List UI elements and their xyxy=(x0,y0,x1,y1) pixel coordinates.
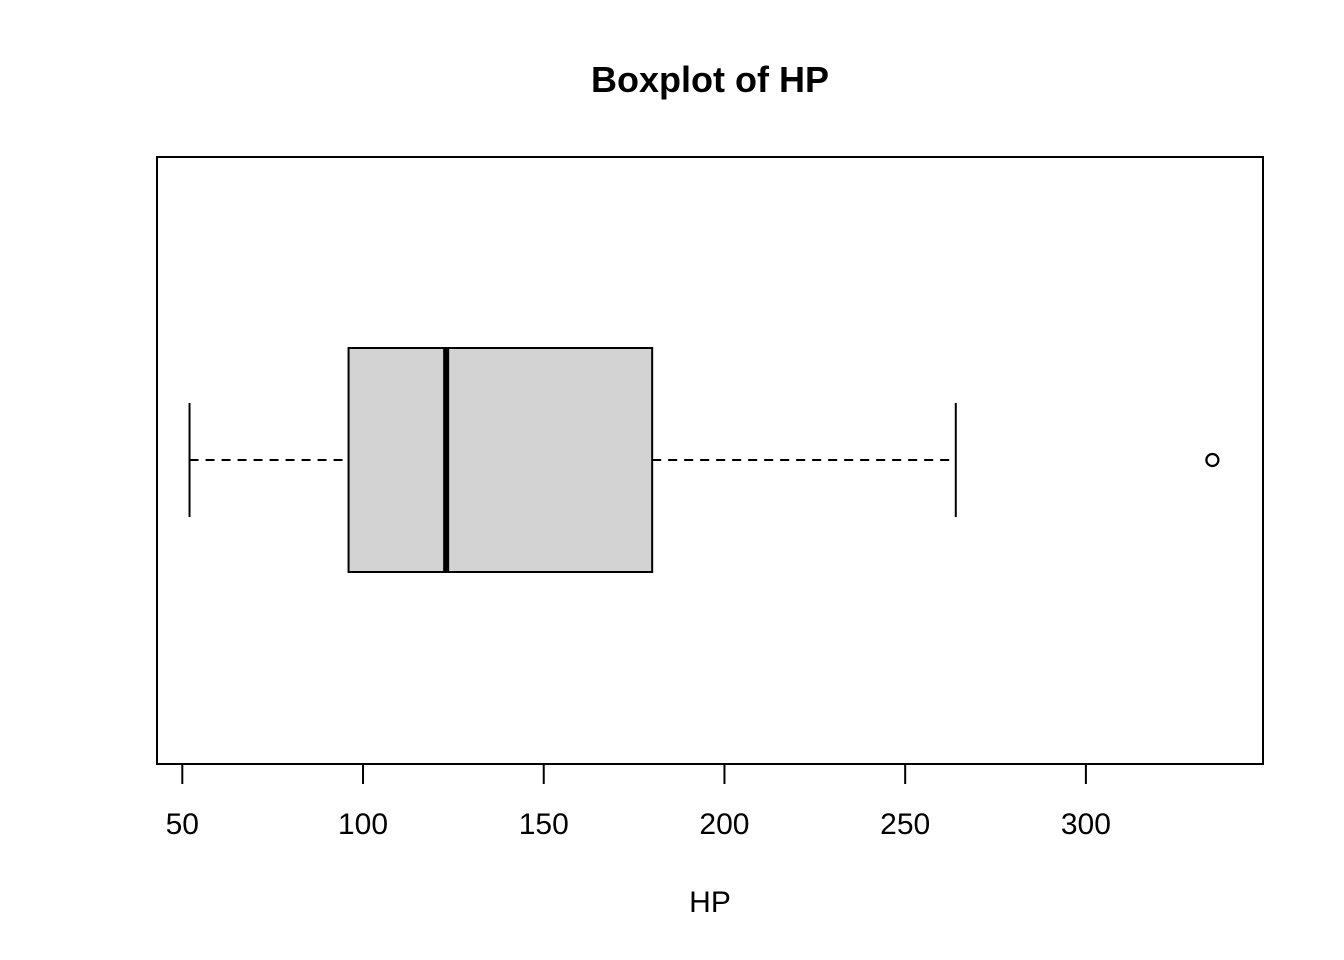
x-tick-label: 200 xyxy=(699,808,749,841)
x-axis-label: HP xyxy=(689,886,731,919)
chart-title: Boxplot of HP xyxy=(591,59,829,100)
x-tick-label: 250 xyxy=(880,808,930,841)
x-tick-label: 100 xyxy=(338,808,388,841)
x-tick-label: 150 xyxy=(519,808,569,841)
x-axis: 50 100 150 200 250 300 xyxy=(166,763,1111,841)
x-tick-label: 50 xyxy=(166,808,199,841)
outlier-point xyxy=(1205,452,1220,468)
x-tick-label: 300 xyxy=(1061,808,1111,841)
plot-layer xyxy=(188,347,1220,573)
iqr-box xyxy=(347,347,654,573)
